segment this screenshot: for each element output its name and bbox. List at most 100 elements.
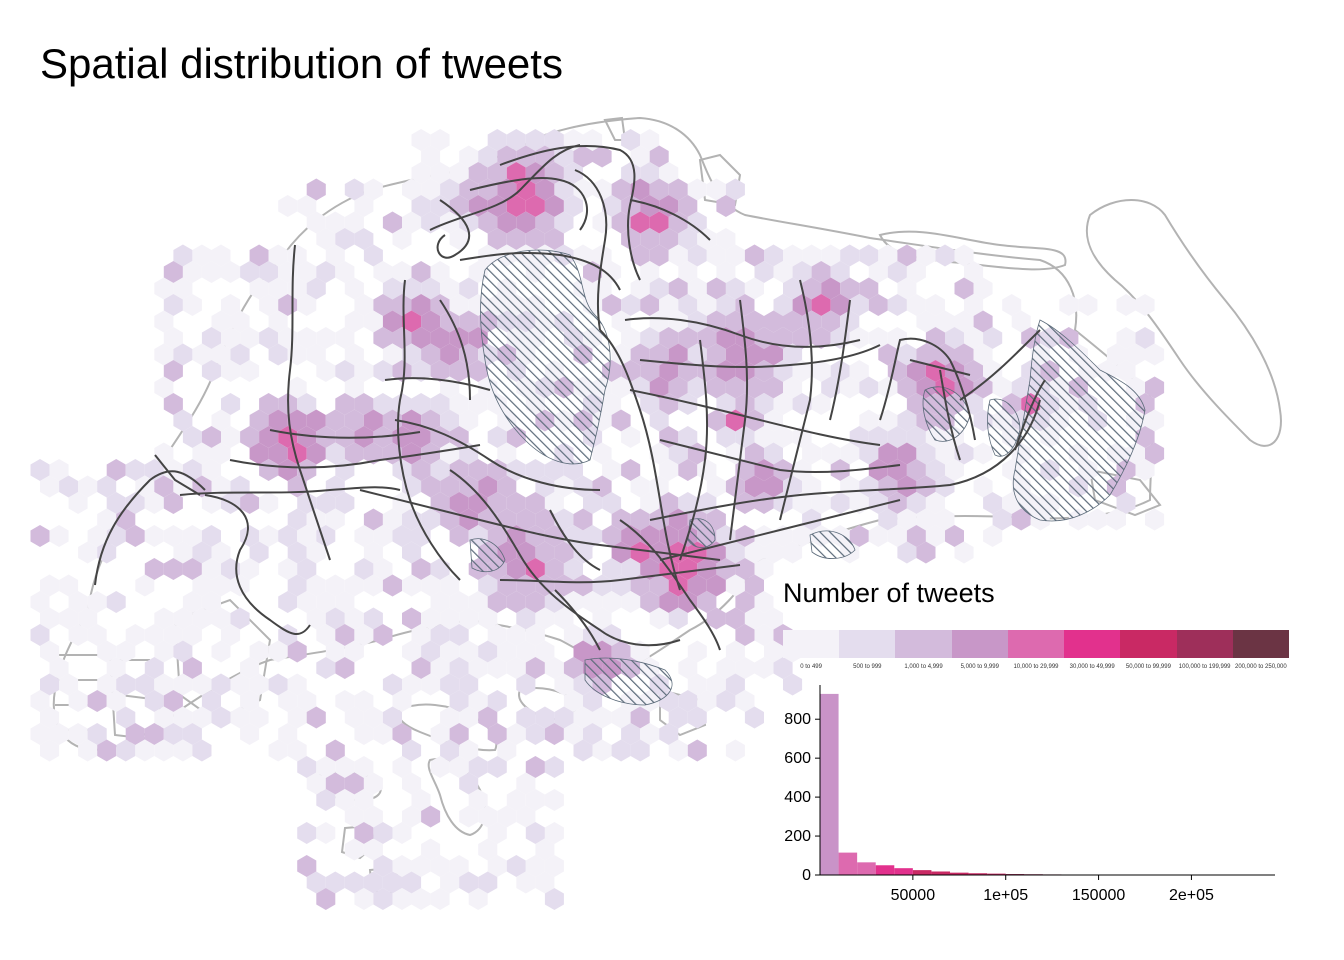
- hexbin-cell: [278, 723, 298, 745]
- hexbin-cell: [182, 426, 202, 448]
- hexbin-cell: [163, 327, 183, 349]
- hexbin-cell: [525, 492, 545, 514]
- hexbin-cell: [411, 888, 431, 910]
- y-tick-label: 0: [802, 867, 811, 884]
- hexbin-cell: [735, 525, 755, 547]
- hexbin-cell: [506, 723, 526, 745]
- hexbin-cell: [468, 360, 488, 382]
- hexbin-cell: [992, 508, 1012, 531]
- hexbin-cell: [268, 739, 288, 762]
- hexbin-cell: [744, 541, 764, 564]
- hexbin-cell: [430, 261, 450, 283]
- hexbin-cell: [344, 409, 364, 432]
- hexbin-cell: [144, 624, 164, 646]
- hexbin-cell: [392, 327, 412, 349]
- hexbin-cell: [554, 541, 574, 564]
- hexbin-cell: [525, 855, 545, 877]
- hexbin-cell: [459, 673, 479, 696]
- hexbin-cell: [773, 426, 793, 448]
- hexbin-cell: [525, 195, 545, 217]
- hexbin-cell: [840, 442, 860, 465]
- hexbin-cell: [725, 343, 745, 366]
- hexbin-cell: [392, 855, 412, 877]
- hexbin-cell: [525, 756, 545, 778]
- hexbin-cell: [287, 244, 307, 267]
- hexbin-cell: [344, 871, 364, 894]
- x-tick-label: 150000: [1072, 887, 1125, 904]
- hexbin-cell: [411, 789, 431, 811]
- hexbin-cell: [201, 525, 221, 547]
- hexbin-cell: [859, 409, 879, 432]
- hexbin-cell: [1135, 294, 1155, 316]
- hexbin-cell: [1116, 327, 1136, 349]
- hexbin-cell: [678, 690, 698, 712]
- hexbin-cell: [859, 376, 879, 399]
- hexbin-cell: [954, 541, 974, 564]
- hexbin-cell: [764, 475, 783, 498]
- hexbin-cell: [449, 360, 469, 382]
- hexbin-cell: [649, 376, 669, 399]
- legend-label-5: 30,000 to 49,999: [1069, 664, 1115, 670]
- hexbin-cell: [392, 228, 412, 250]
- hexbin-cell: [868, 459, 888, 481]
- hexbin-cell: [173, 739, 193, 762]
- hexbin-cell: [935, 475, 955, 498]
- hexbin-cell: [335, 327, 355, 349]
- hexbin-cell: [449, 294, 469, 316]
- hexbin-cell: [40, 574, 60, 597]
- hexbin-cell: [802, 442, 822, 465]
- hexbin-cell: [754, 624, 774, 646]
- hexbin-cell: [230, 673, 250, 696]
- hexbin-cell: [182, 261, 202, 283]
- hexbin-cell: [182, 525, 202, 547]
- legend-swatch-4: 10,000 to 29,999: [1007, 630, 1065, 670]
- hexbin-cell: [335, 360, 355, 382]
- hexbin-cell: [87, 690, 107, 712]
- hexbin-cell: [611, 376, 631, 399]
- hexbin-cell: [792, 360, 812, 382]
- road-network: [94, 144, 1046, 651]
- hexbin-cell: [173, 343, 193, 366]
- hexbin-cell: [744, 310, 764, 333]
- hexbin-cell: [897, 376, 917, 399]
- hexbin-cell: [363, 805, 383, 828]
- hexbin-cell: [525, 822, 545, 844]
- hexbin-cell: [411, 525, 431, 547]
- hexbin-cell: [240, 426, 260, 448]
- hexbin-cell: [382, 673, 402, 696]
- hexbin-cell: [344, 442, 364, 465]
- hexbin-cell: [249, 541, 269, 564]
- hexbin-cell: [363, 310, 383, 333]
- legend-label-4: 10,000 to 29,999: [1013, 664, 1059, 670]
- hexbin-cell: [363, 706, 383, 729]
- hexbin-cell: [592, 706, 612, 729]
- hexbin-cell: [735, 294, 755, 316]
- hexbin-cell: [973, 277, 993, 300]
- hexbin-cell: [106, 690, 126, 712]
- hexbin-cell: [316, 327, 336, 349]
- hexbin-cell: [735, 393, 755, 415]
- hexbin-cell: [592, 607, 612, 630]
- hexbin-cell: [87, 591, 107, 613]
- histogram-bar: [912, 870, 932, 875]
- hexbin-cell: [297, 195, 317, 217]
- hexbin-cell: [411, 459, 431, 481]
- hexbin-cell: [297, 855, 317, 877]
- hexbin-cell: [906, 294, 926, 316]
- hexbin-cell: [402, 673, 422, 696]
- hexbin-cell: [1011, 508, 1031, 531]
- hexbin-cell: [421, 838, 441, 861]
- hexbin-cell: [878, 475, 898, 498]
- hexbin-cell: [430, 360, 450, 382]
- hexbin-cell: [116, 673, 136, 696]
- legend-label-0: 0 to 499: [800, 664, 822, 670]
- hexbin-cell: [59, 673, 79, 696]
- hexbin-cell: [459, 310, 479, 333]
- hexbin-cell: [363, 574, 383, 597]
- hexbin-cell: [354, 525, 374, 547]
- x-tick-label: 2e+05: [1169, 887, 1214, 904]
- hexbin-cell: [382, 508, 402, 531]
- hexbin-cell: [630, 739, 650, 762]
- hexbin-cell: [230, 343, 250, 366]
- hexbin-cell: [516, 178, 536, 201]
